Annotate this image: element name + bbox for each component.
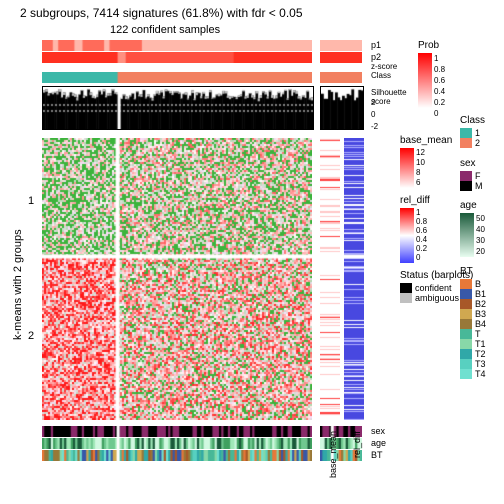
side-strip-p1 <box>320 40 362 51</box>
legend-prob: Prob 10.80.60.40.20 <box>418 40 439 108</box>
gradient-age <box>460 213 474 257</box>
zscore-scale-neg2: -2 <box>371 122 378 131</box>
bt-items: BB1B2B3B4TT1T2T3T4 <box>460 279 486 379</box>
side-strip-class <box>320 72 362 83</box>
prob-ticks: 10.80.60.40.20 <box>434 53 445 119</box>
zscore-scale-2: 2 <box>371 98 375 107</box>
age-ticks: 50403020 <box>476 213 485 257</box>
side-base-mean-label: base_mean <box>328 431 338 478</box>
gradient-base-mean <box>400 148 414 188</box>
zscore-scale-0: 0 <box>371 110 375 119</box>
class-items: 12 <box>460 128 485 148</box>
side-rel-diff-label: rel_diff <box>352 431 362 458</box>
legend-bt: BT BB1B2B3B4TT1T2T3T4 <box>460 266 486 379</box>
legend-age: age 50403020 <box>460 200 477 257</box>
annotation-bt <box>42 450 312 461</box>
side-status <box>320 86 364 130</box>
annotation-class <box>42 72 312 83</box>
plot-title: 2 subgroups, 7414 signatures (61.8%) wit… <box>20 6 303 20</box>
annotation-p1 <box>42 40 312 51</box>
annotation-age <box>42 438 312 449</box>
annotation-sex <box>42 426 312 437</box>
bm-ticks: 121086 <box>416 148 425 188</box>
legend-rel-diff: rel_diff 10.80.60.40.20 <box>400 195 430 263</box>
legend-class: Class 12 <box>460 115 485 148</box>
y-axis-label: k-means with 2 groups <box>12 229 24 340</box>
side-strip-p2 <box>320 52 362 63</box>
side-rel-diff <box>344 138 364 420</box>
legend-sex: sex FM <box>460 158 483 191</box>
sex-items: FM <box>460 171 483 191</box>
rd-ticks: 10.80.60.40.20 <box>416 208 427 262</box>
annotation-sex-label: sex <box>371 426 385 436</box>
annotation-class-label: Class <box>371 71 391 80</box>
group-label-1: 1 <box>28 195 34 207</box>
group-label-2: 2 <box>28 330 34 342</box>
side-base-mean <box>320 138 340 420</box>
annotation-silhouette-label: Silhouettescore <box>371 88 407 106</box>
legend-base-mean: base_mean 121086 <box>400 135 452 188</box>
annotation-zscore-label-inline: z-score <box>371 63 397 71</box>
annotation-p2 <box>42 52 312 63</box>
annotation-p2-label: p2 <box>371 52 381 62</box>
gradient-rel-diff <box>400 208 414 263</box>
annotation-age-label: age <box>371 438 386 448</box>
annotation-p1-label: p1 <box>371 40 381 50</box>
status-barplot <box>42 86 314 130</box>
annotation-bt-label: BT <box>371 450 383 460</box>
figure-container: 2 subgroups, 7414 signatures (61.8%) wit… <box>0 0 504 504</box>
gradient-prob <box>418 53 432 108</box>
plot-subtitle: 122 confident samples <box>110 24 220 36</box>
main-heatmap <box>42 138 312 420</box>
